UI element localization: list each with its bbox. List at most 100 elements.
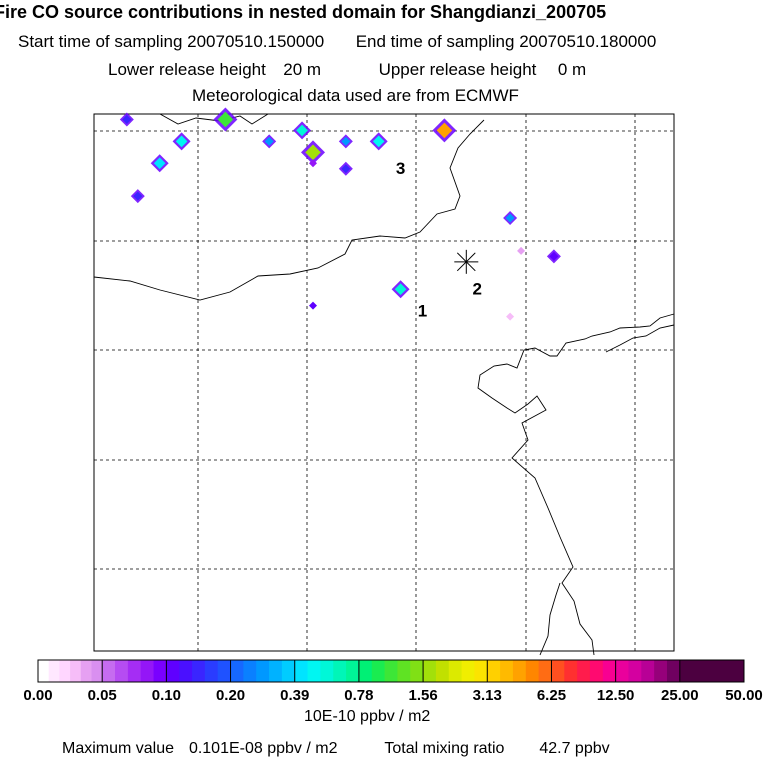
colorbar-cell	[461, 660, 475, 682]
colorbar: 0.00 0.05 0.10 0.20 0.39 0.78 1.56 3.13 6.25 12.5…	[23, 659, 763, 704]
grid-lines	[94, 114, 674, 651]
colorbar-cell	[307, 660, 321, 682]
hotspot	[391, 280, 410, 299]
colorbar-cell	[628, 660, 642, 682]
hotspot	[506, 312, 515, 321]
coastline	[93, 119, 485, 301]
colorbar-cell	[435, 660, 450, 682]
colorbar-cell	[589, 660, 604, 682]
coastline	[539, 582, 561, 656]
colorbar-cell	[153, 660, 167, 682]
hotspot	[309, 159, 317, 168]
summary-row: Maximum value 0.101E-08 ppbv / m2 Total …	[62, 740, 610, 758]
colorbar-cell	[371, 660, 386, 682]
hotspot	[172, 132, 191, 151]
start-label: Start time of sampling	[18, 32, 183, 51]
colorbar-cell	[127, 660, 142, 682]
sampling-times: Start time of sampling 20070510.150000 E…	[18, 32, 656, 52]
plot-frame	[93, 113, 675, 652]
colorbar-tick-label: 0.39	[280, 687, 309, 704]
colorbar-cell	[666, 660, 681, 682]
end-value: 20070510.180000	[519, 32, 657, 51]
colorbar-tick-label: 0.05	[88, 687, 117, 704]
colorbar-cell	[269, 660, 283, 682]
hotspot	[546, 249, 561, 264]
total-label: Total mixing ratio	[384, 740, 505, 757]
hotspot-core	[217, 111, 234, 128]
hotspot-core	[309, 159, 317, 168]
hotspot-core	[394, 283, 407, 296]
colorbar-cell	[487, 660, 501, 682]
hotspot-core	[549, 251, 559, 261]
colorbar-cell	[204, 660, 219, 682]
colorbar-tick-label: 6.25	[537, 687, 566, 704]
hotspot	[369, 132, 388, 151]
station-label: 1	[418, 302, 427, 321]
colorbar-cell	[80, 660, 92, 682]
upper-value: 0 m	[557, 60, 587, 79]
total-value: 42.7 ppbv	[539, 740, 610, 757]
hotspot-core	[372, 135, 385, 148]
met-data-line: Meteorological data used are from ECMWF	[192, 86, 519, 105]
station-label: 2	[473, 280, 482, 299]
colorbar-cell	[59, 660, 71, 682]
hotspot-core	[341, 164, 351, 174]
hotspot	[338, 134, 353, 149]
hotspot	[262, 134, 277, 149]
colorbar-cell	[320, 660, 334, 682]
hotspot	[517, 246, 526, 255]
hotspot-core	[122, 114, 132, 125]
hotspot-core	[153, 157, 166, 170]
hotspots	[119, 107, 561, 321]
map-layer: 1 2 3	[93, 107, 675, 656]
coastline	[477, 313, 675, 656]
colorbar-cell	[512, 660, 527, 682]
hotspot-core	[505, 213, 515, 223]
colorbar-cell	[115, 660, 129, 682]
hotspot-core	[436, 122, 453, 139]
hotspot-core	[309, 301, 317, 310]
colorbar-cell	[384, 660, 398, 682]
hotspot-core	[506, 312, 515, 321]
end-label: End time of sampling	[355, 32, 515, 51]
hotspot	[309, 301, 317, 310]
hotspot-core	[133, 191, 143, 201]
colorbar-cell	[358, 660, 373, 682]
colorbar-cell	[102, 660, 116, 682]
colorbar-tick-label: 0.78	[344, 687, 373, 704]
colorbar-cell	[474, 660, 488, 682]
colorbar-cell	[243, 660, 257, 682]
start-value: 20070510.150000	[187, 32, 325, 51]
colorbar-cell	[525, 660, 540, 682]
colorbar-cell	[423, 660, 437, 682]
colorbar-cell	[577, 660, 591, 682]
hotspot	[503, 211, 518, 226]
colorbar-tick-label: 0.20	[216, 687, 245, 704]
colorbar-cell	[500, 660, 514, 682]
colorbar-cell	[48, 660, 60, 682]
colorbar-cell	[294, 660, 309, 682]
max-label: Maximum value	[62, 740, 175, 757]
upper-label: Upper release height	[378, 60, 537, 79]
colorbar-tick-label: 50.00	[725, 687, 763, 704]
receptor-marker	[454, 249, 479, 274]
colorbar-cell	[551, 660, 565, 682]
colorbar-cell	[679, 660, 745, 682]
colorbar-cell	[217, 660, 232, 682]
colorbar-cell	[346, 660, 360, 682]
hotspot-core	[296, 124, 308, 137]
receptor-line	[456, 252, 476, 272]
colorbar-cell	[38, 660, 50, 682]
hotspot	[293, 121, 312, 140]
lower-value: 20 m	[283, 60, 322, 79]
hotspot	[119, 112, 134, 127]
colorbar-tick-label: 0.00	[23, 687, 52, 704]
colorbar-cell	[256, 660, 270, 682]
colorbar-cell	[192, 660, 206, 682]
colorbar-cell	[166, 660, 180, 682]
colorbar-cell	[538, 660, 552, 682]
colorbar-cell	[230, 660, 244, 682]
colorbar-cell	[397, 660, 411, 682]
hotspot	[432, 118, 457, 143]
colorbar-cell	[602, 660, 617, 682]
